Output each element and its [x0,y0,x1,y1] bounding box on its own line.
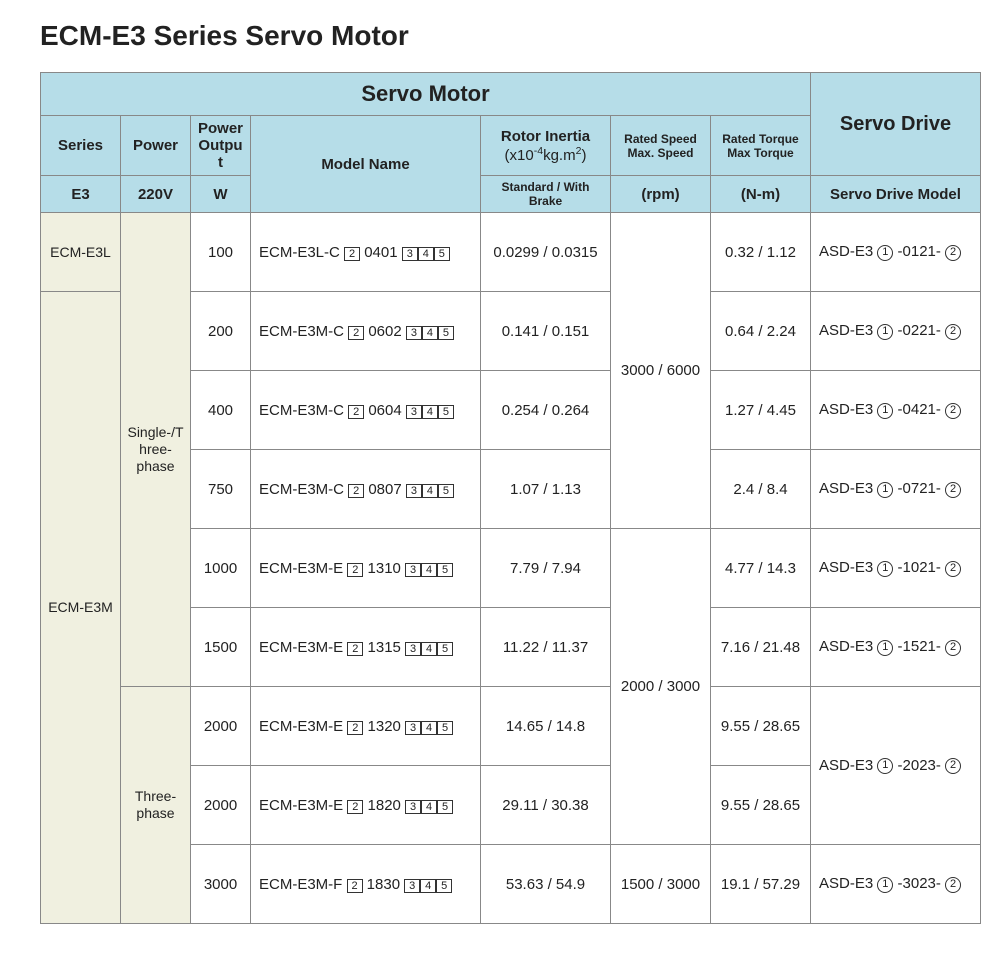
phase-cell: Single-/Three-phase [121,213,191,687]
watts-cell: 200 [191,292,251,371]
sub-nm: (N-m) [711,176,811,213]
inertia-cell: 0.141 / 0.151 [481,292,611,371]
speed-cell: 1500 / 3000 [611,845,711,924]
sub-rpm: (rpm) [611,176,711,213]
col-drive-model: Servo Drive Model [811,176,981,213]
model-cell: ECM-E3M-E 2 1820 345 [251,766,481,845]
model-cell: ECM-E3M-F 2 1830 345 [251,845,481,924]
torque-cell: 1.27 / 4.45 [711,371,811,450]
speed-cell: 3000 / 6000 [611,213,711,529]
torque-cell: 9.55 / 28.65 [711,766,811,845]
torque-cell: 7.16 / 21.48 [711,608,811,687]
watts-cell: 1500 [191,608,251,687]
watts-cell: 750 [191,450,251,529]
sub-power-output: W [191,176,251,213]
drive-cell: ASD-E3 1 -0421- 2 [811,371,981,450]
model-cell: ECM-E3M-E 2 1315 345 [251,608,481,687]
drive-cell: ASD-E3 1 -0121- 2 [811,213,981,292]
series-cell: ECM-E3M [41,292,121,924]
phase-cell: Three-phase [121,687,191,924]
servo-drive-header: Servo Drive [811,73,981,176]
model-cell: ECM-E3M-E 2 1320 345 [251,687,481,766]
speed-cell: 2000 / 3000 [611,529,711,845]
inertia-cell: 53.63 / 54.9 [481,845,611,924]
model-cell: ECM-E3M-C 2 0604 345 [251,371,481,450]
inertia-cell: 1.07 / 1.13 [481,450,611,529]
torque-cell: 0.64 / 2.24 [711,292,811,371]
torque-cell: 2.4 / 8.4 [711,450,811,529]
inertia-cell: 0.0299 / 0.0315 [481,213,611,292]
watts-cell: 1000 [191,529,251,608]
drive-cell: ASD-E3 1 -1521- 2 [811,608,981,687]
model-cell: ECM-E3L-C 2 0401 345 [251,213,481,292]
col-power-output: Power Output [191,116,251,176]
col-series: Series [41,116,121,176]
inertia-cell: 14.65 / 14.8 [481,687,611,766]
watts-cell: 400 [191,371,251,450]
drive-cell: ASD-E3 1 -0221- 2 [811,292,981,371]
watts-cell: 2000 [191,766,251,845]
servo-motor-header: Servo Motor [41,73,811,116]
drive-cell: ASD-E3 1 -1021- 2 [811,529,981,608]
watts-cell: 100 [191,213,251,292]
inertia-cell: 29.11 / 30.38 [481,766,611,845]
spec-table: Servo Motor Servo Drive Series Power Pow… [40,72,981,924]
series-cell: ECM-E3L [41,213,121,292]
sub-inertia: Standard / With Brake [481,176,611,213]
table-row: ECM-E3L Single-/Three-phase 100 ECM-E3L-… [41,213,981,292]
drive-cell: ASD-E3 1 -2023- 2 [811,687,981,845]
model-cell: ECM-E3M-E 2 1310 345 [251,529,481,608]
inertia-cell: 11.22 / 11.37 [481,608,611,687]
page-title: ECM-E3 Series Servo Motor [40,20,960,52]
sub-power: 220V [121,176,191,213]
sub-series: E3 [41,176,121,213]
torque-cell: 19.1 / 57.29 [711,845,811,924]
torque-cell: 0.32 / 1.12 [711,213,811,292]
inertia-cell: 0.254 / 0.264 [481,371,611,450]
col-power: Power [121,116,191,176]
drive-cell: ASD-E3 1 -0721- 2 [811,450,981,529]
torque-cell: 9.55 / 28.65 [711,687,811,766]
model-cell: ECM-E3M-C 2 0807 345 [251,450,481,529]
watts-cell: 2000 [191,687,251,766]
drive-cell: ASD-E3 1 -3023- 2 [811,845,981,924]
col-rotor-inertia: Rotor Inertia (x10-4kg.m2) [481,116,611,176]
watts-cell: 3000 [191,845,251,924]
inertia-cell: 7.79 / 7.94 [481,529,611,608]
col-rated-torque: Rated TorqueMax Torque [711,116,811,176]
col-model-name: Model Name [251,116,481,213]
table-row: Three-phase 2000 ECM-E3M-E 2 1320 345 14… [41,687,981,766]
torque-cell: 4.77 / 14.3 [711,529,811,608]
col-rated-speed: Rated SpeedMax. Speed [611,116,711,176]
model-cell: ECM-E3M-C 2 0602 345 [251,292,481,371]
